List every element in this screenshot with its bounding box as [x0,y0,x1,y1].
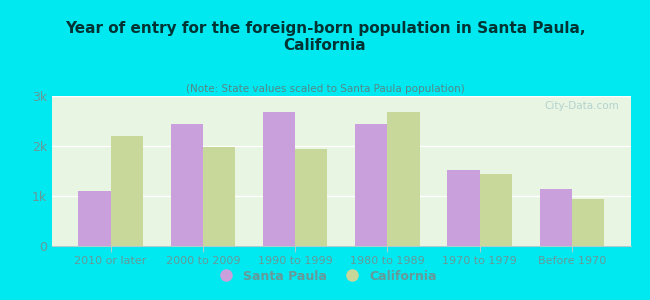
Text: City-Data.com: City-Data.com [544,100,619,110]
Bar [480,173,512,246]
Text: (Note: State values scaled to Santa Paula population): (Note: State values scaled to Santa Paul… [186,84,464,94]
Bar [295,148,328,246]
Bar [387,112,420,246]
Bar [203,147,235,246]
Bar [355,124,387,246]
Bar [540,188,572,246]
Text: Year of entry for the foreign-born population in Santa Paula,
California: Year of entry for the foreign-born popul… [65,21,585,53]
Bar [263,112,295,246]
Bar [111,136,143,246]
Bar [170,124,203,246]
Legend: Santa Paula, California: Santa Paula, California [208,265,442,288]
Bar [572,199,604,246]
Bar [447,170,480,246]
Bar [78,191,111,246]
